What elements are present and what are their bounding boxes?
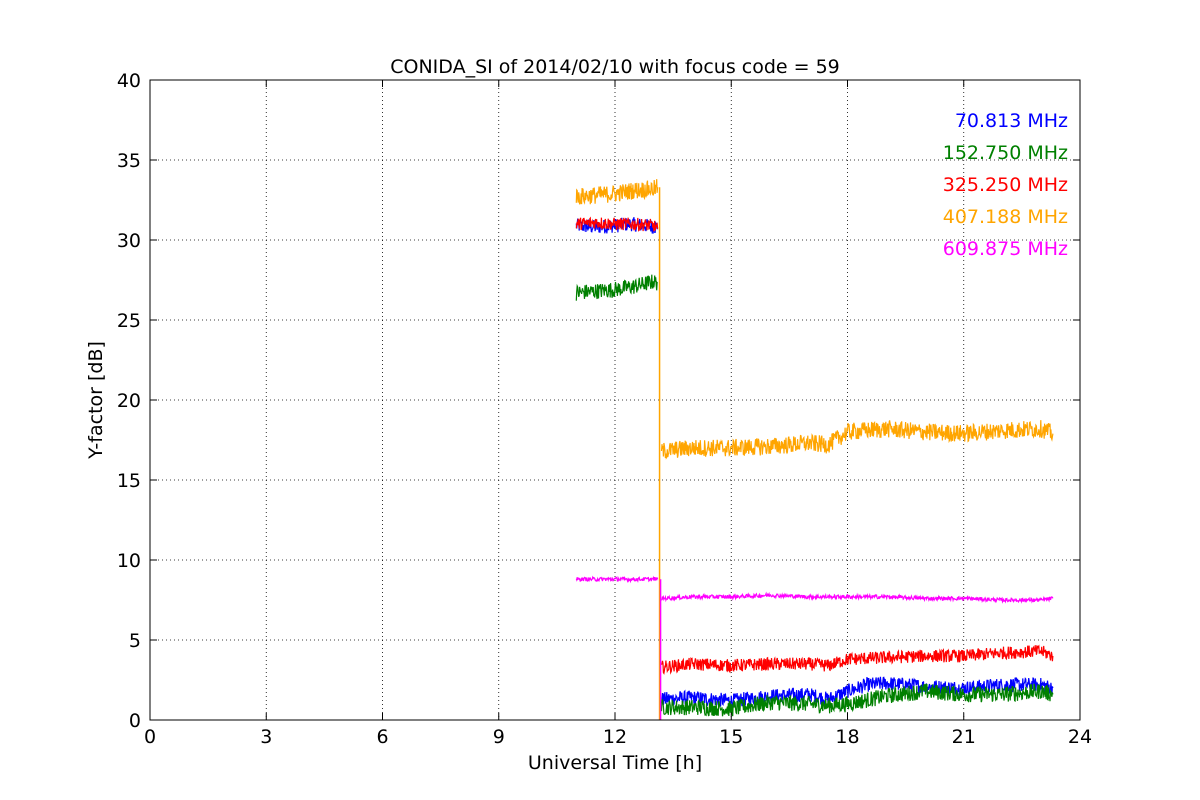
chart-title: CONIDA_SI of 2014/02/10 with focus code … [390, 56, 840, 78]
series-line-407-188-mhz [575, 179, 659, 205]
series-line-152-750-mhz [575, 274, 659, 301]
legend: 70.813 MHz 152.750 MHz 325.250 MHz 407.188 … [943, 110, 1068, 260]
y-tick-label: 20 [117, 390, 141, 412]
legend-item: 325.250 MHz [943, 174, 1068, 196]
x-tick-label: 21 [952, 726, 976, 748]
series-line-70-813-mhz [660, 676, 1054, 708]
legend-item: 609.875 MHz [943, 238, 1068, 260]
series-line-609-875-mhz [575, 575, 659, 584]
grid [150, 80, 1080, 720]
series-line-325-250-mhz [660, 644, 1054, 675]
y-tick-label: 40 [117, 70, 141, 92]
x-tick-label: 12 [603, 726, 627, 748]
legend-item: 152.750 MHz [943, 142, 1068, 164]
y-tick-label: 10 [117, 550, 141, 572]
x-axis-label: Universal Time [h] [528, 752, 702, 774]
y-tick-label: 15 [117, 470, 141, 492]
legend-item: 70.813 MHz [955, 110, 1068, 132]
series-line-152-750-mhz [660, 683, 1054, 717]
y-axis-label: Y-factor [dB] [85, 341, 107, 460]
y-tick-label: 5 [129, 630, 141, 652]
x-tick-label: 9 [493, 726, 505, 748]
x-tick-label: 3 [260, 726, 272, 748]
x-tick-label: 0 [144, 726, 156, 748]
x-tick-label: 18 [835, 726, 859, 748]
y-tick-label: 30 [117, 230, 141, 252]
series-line-407-188-mhz [660, 420, 1054, 460]
series-line-325-250-mhz [575, 216, 659, 232]
y-tick-label: 0 [129, 710, 141, 732]
y-tick-label: 35 [117, 150, 141, 172]
series-lines [575, 179, 1054, 720]
x-tick-label: 24 [1068, 726, 1092, 748]
legend-item: 407.188 MHz [943, 206, 1068, 228]
y-tick-label: 25 [117, 310, 141, 332]
axis-ticks: 0 3 6 9 12 15 18 21 24 0 5 10 15 20 25 30 35 40 [117, 70, 1092, 748]
series-line-609-875-mhz [661, 591, 1054, 604]
x-tick-label: 6 [376, 726, 388, 748]
x-tick-label: 15 [719, 726, 743, 748]
